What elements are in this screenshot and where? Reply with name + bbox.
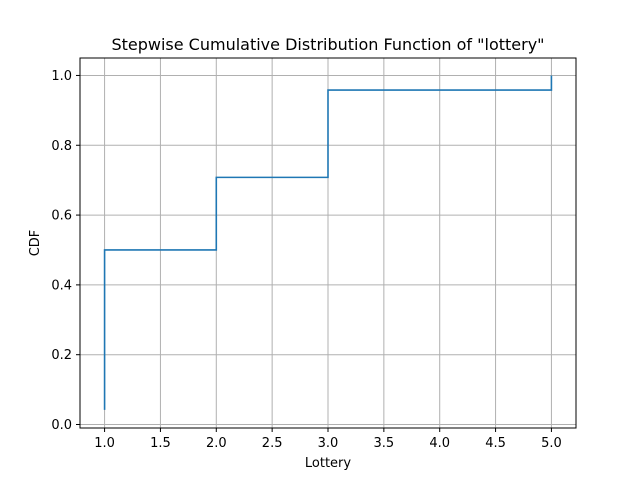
y-tick-label: 1.0: [51, 69, 72, 84]
y-axis-label: CDF: [28, 230, 43, 257]
y-tick-label: 0.4: [51, 278, 72, 293]
y-tick-label: 0.2: [51, 348, 72, 363]
cdf-step-line: [103, 75, 553, 410]
x-tick-label: 3.5: [374, 436, 395, 451]
x-tick-label: 1.0: [94, 436, 115, 451]
chart-title: Stepwise Cumulative Distribution Functio…: [111, 35, 544, 54]
x-tick-label: 5.0: [541, 436, 562, 451]
x-tick-label: 2.5: [262, 436, 283, 451]
x-axis-label: Lottery: [305, 456, 352, 471]
y-axis-ticks: 0.0 0.2 0.4 0.6 0.8 1.0: [51, 69, 80, 433]
x-tick-label: 2.0: [206, 436, 227, 451]
series-layer: [103, 75, 553, 410]
x-axis-ticks: 1.0 1.5 2.0 2.5 3.0 3.5 4.0 4.5 5.0: [94, 428, 562, 451]
y-tick-label: 0.8: [51, 139, 72, 154]
x-tick-label: 1.5: [150, 436, 171, 451]
x-tick-label: 3.0: [318, 436, 339, 451]
x-tick-label: 4.0: [429, 436, 450, 451]
y-tick-label: 0.6: [51, 209, 72, 224]
y-tick-label: 0.0: [51, 418, 72, 433]
x-tick-label: 4.5: [485, 436, 506, 451]
